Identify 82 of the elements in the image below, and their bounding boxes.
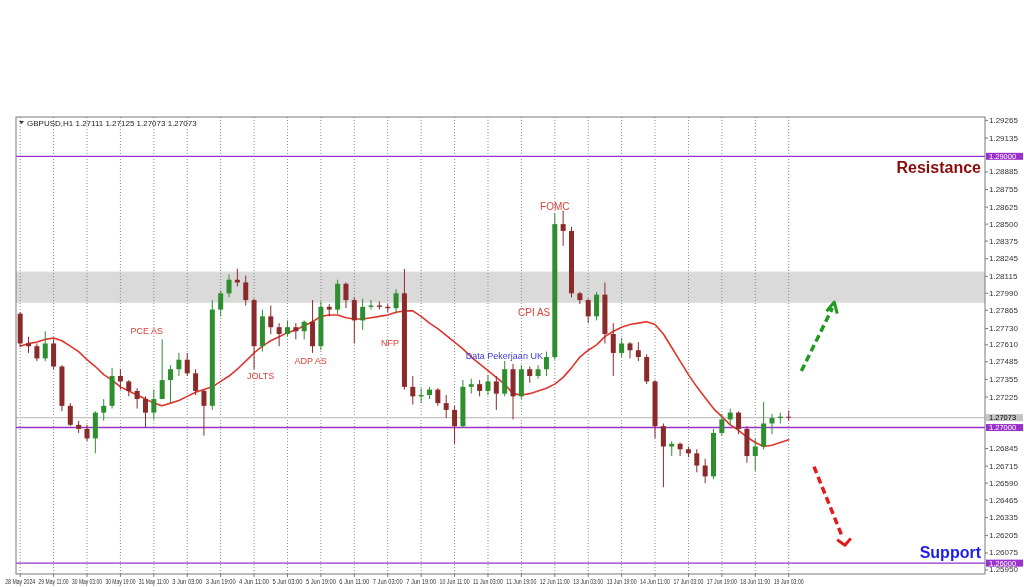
annotation: Resistance: [896, 158, 982, 176]
y-tick-label: 1.28115: [989, 271, 1018, 281]
y-tick-label: 1.25950: [989, 565, 1019, 575]
candlestick: [343, 281, 349, 309]
y-tick-label: 1.27355: [989, 374, 1019, 384]
candlestick: [51, 338, 57, 370]
annotation: FOMC: [540, 200, 570, 212]
candlestick: [660, 422, 666, 488]
candlestick: [193, 368, 199, 396]
y-tick-label: 1.28245: [989, 254, 1019, 264]
annotation: PCE AS: [130, 325, 164, 336]
y-tick-label: 1.28500: [989, 219, 1019, 229]
y-tick-label: 1.29135: [989, 133, 1019, 143]
candlestick: [761, 401, 767, 450]
candlestick: [493, 375, 499, 411]
candlestick: [151, 389, 157, 420]
annotation: NFP: [381, 338, 400, 349]
candlestick: [619, 337, 625, 358]
candlestick: [594, 291, 600, 321]
candlestick: [443, 394, 449, 419]
candlestick: [67, 402, 73, 427]
y-tick-label: 1.26335: [989, 513, 1019, 523]
candlestick: [42, 330, 48, 362]
candlestick: [610, 322, 616, 377]
y-tick-label: 1.27865: [989, 305, 1019, 315]
candlestick: [176, 352, 182, 377]
candlestick: [543, 351, 549, 377]
candlestick: [159, 338, 165, 400]
candlestick: [694, 448, 700, 473]
candlestick: [168, 364, 174, 404]
candlestick: [393, 288, 399, 315]
y-tick-label: 1.26590: [989, 478, 1019, 488]
candlestick: [201, 389, 207, 437]
candlestick: [226, 273, 232, 298]
y-tick-label: 1.29265: [989, 115, 1019, 125]
y-tick-label: 1.26465: [989, 495, 1019, 505]
candlestick: [786, 410, 792, 422]
candlestick: [134, 387, 140, 410]
candlestick: [452, 405, 458, 445]
y-tick-label: 1.27990: [989, 288, 1019, 298]
y-tick-label: 1.27225: [989, 392, 1019, 402]
candlestick: [752, 437, 758, 472]
candlestick: [218, 290, 224, 317]
y-tick-label: 1.27730: [989, 324, 1019, 334]
y-tick-label: 1.28625: [989, 202, 1019, 212]
annotation: CPI AS: [518, 306, 551, 318]
candlestick: [276, 322, 282, 347]
y-tick-label: 1.26205: [989, 530, 1019, 540]
candlestick: [101, 398, 107, 422]
chart-title: GBPUSD,H1 1.27111 1.27125 1.27073 1.27073: [27, 118, 198, 128]
candlestick: [677, 441, 683, 457]
candlestick: [719, 413, 725, 437]
annotation: ADP AS: [294, 356, 327, 367]
candlestick: [351, 296, 357, 344]
candlestick: [410, 375, 416, 405]
y-tick-label: 1.28755: [989, 185, 1019, 195]
y-tick-label: 1.26075: [989, 548, 1019, 558]
candlestick: [368, 299, 374, 311]
candlestick: [184, 352, 190, 377]
y-tick-label: 1.26845: [989, 444, 1019, 454]
candlestick: [268, 305, 274, 335]
y-tick-label: 1.27485: [989, 357, 1019, 367]
candlestick: [585, 298, 591, 324]
candlestick: [560, 210, 566, 247]
annotation: Support: [919, 543, 982, 561]
candlestick: [769, 413, 775, 435]
candlestick: [635, 341, 641, 362]
y-tick-label: 1.28375: [989, 236, 1019, 246]
candlestick: [736, 410, 742, 435]
y-tick-label: 1.28885: [989, 167, 1019, 177]
y-tick-label: 1.26715: [989, 461, 1019, 471]
candlestick: [243, 275, 249, 306]
candlestick: [535, 364, 541, 380]
y-tick-label: 1.27610: [989, 340, 1019, 350]
candlestick: [627, 341, 633, 359]
candlestick: [360, 298, 366, 331]
candlestick: [142, 395, 148, 429]
candlestick: [117, 368, 123, 391]
annotation: JOLTS: [247, 370, 275, 381]
candlestick: [485, 374, 491, 396]
candlestick: [702, 458, 708, 484]
candlestick: [301, 319, 307, 340]
